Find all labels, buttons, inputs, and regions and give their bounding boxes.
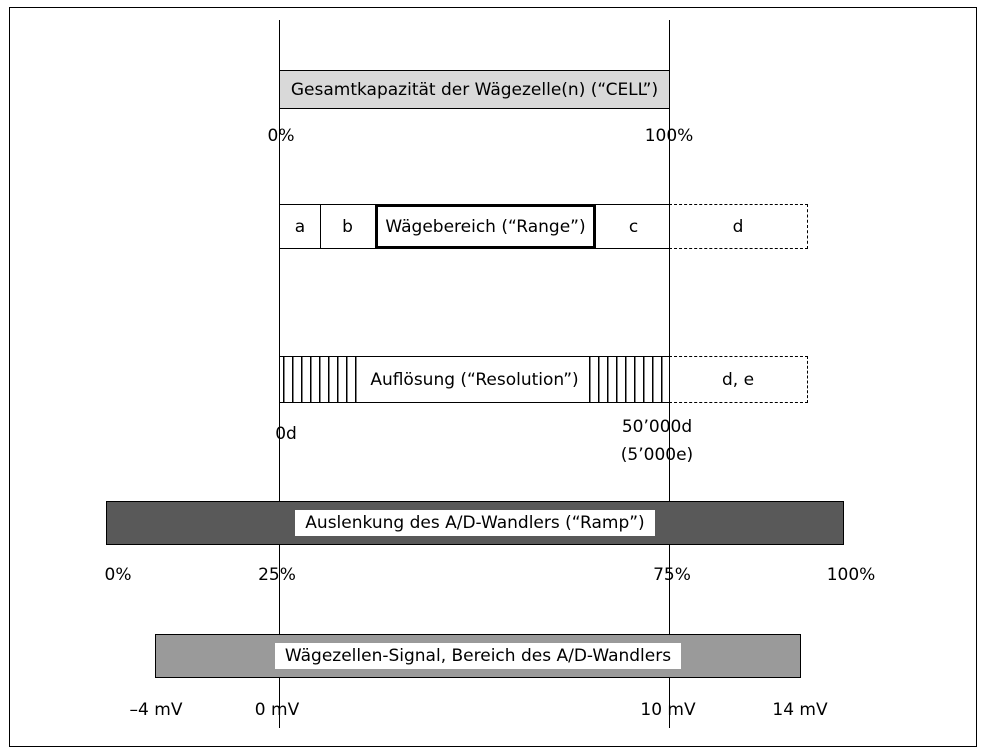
signal-tick-minus4: –4 mV bbox=[129, 700, 183, 720]
segment-c-label: c bbox=[628, 216, 639, 237]
segment-de-label: d, e bbox=[721, 369, 755, 390]
segment-d-label: d bbox=[732, 216, 744, 237]
segment-a-label: a bbox=[294, 216, 306, 237]
segment-a: a bbox=[280, 205, 320, 248]
resolution-start: 0d bbox=[275, 424, 297, 444]
cell-pct-end: 100% bbox=[644, 126, 694, 146]
resolution-hatch-right bbox=[589, 357, 667, 402]
signal-tick-10: 10 mV bbox=[640, 700, 696, 720]
resolution-end-sub: (5’000e) bbox=[620, 445, 694, 465]
range-bar: a b Wägebereich (“Range”) c bbox=[279, 204, 670, 249]
segment-b: b bbox=[320, 205, 375, 248]
segment-b-label: b bbox=[342, 216, 353, 237]
cell-bar: Gesamtkapazität der Wägezelle(n) (“CELL”… bbox=[279, 70, 670, 109]
resolution-hatch-left bbox=[283, 357, 361, 402]
signal-bar: Wägezellen-Signal, Bereich des A/D-Wandl… bbox=[155, 634, 801, 678]
signal-label: Wägezellen-Signal, Bereich des A/D-Wandl… bbox=[274, 643, 682, 669]
weighing-range-box: Wägebereich (“Range”) bbox=[375, 204, 596, 249]
signal-tick-14: 14 mV bbox=[772, 700, 828, 720]
ramp-tick-25: 25% bbox=[258, 565, 296, 585]
ramp-tick-100: 100% bbox=[826, 565, 876, 585]
segment-d-extension: d bbox=[669, 204, 808, 249]
segment-de-extension: d, e bbox=[669, 356, 808, 403]
ramp-label: Auslenkung des A/D-Wandlers (“Ramp”) bbox=[295, 510, 655, 536]
ramp-bar: Auslenkung des A/D-Wandlers (“Ramp”) bbox=[106, 501, 844, 545]
signal-tick-0: 0 mV bbox=[254, 700, 300, 720]
ramp-tick-0: 0% bbox=[104, 565, 132, 585]
segment-c: c bbox=[596, 205, 671, 248]
cell-bar-label: Gesamtkapazität der Wägezelle(n) (“CELL”… bbox=[290, 79, 659, 100]
resolution-bar: Auflösung (“Resolution”) bbox=[279, 356, 670, 403]
resolution-end: 50’000d bbox=[621, 417, 693, 437]
resolution-label: Auflösung (“Resolution”) bbox=[366, 369, 583, 390]
divider-ab bbox=[320, 205, 321, 248]
ramp-tick-75: 75% bbox=[653, 565, 691, 585]
weighing-range-label: Wägebereich (“Range”) bbox=[385, 216, 586, 237]
cell-pct-start: 0% bbox=[267, 126, 295, 146]
